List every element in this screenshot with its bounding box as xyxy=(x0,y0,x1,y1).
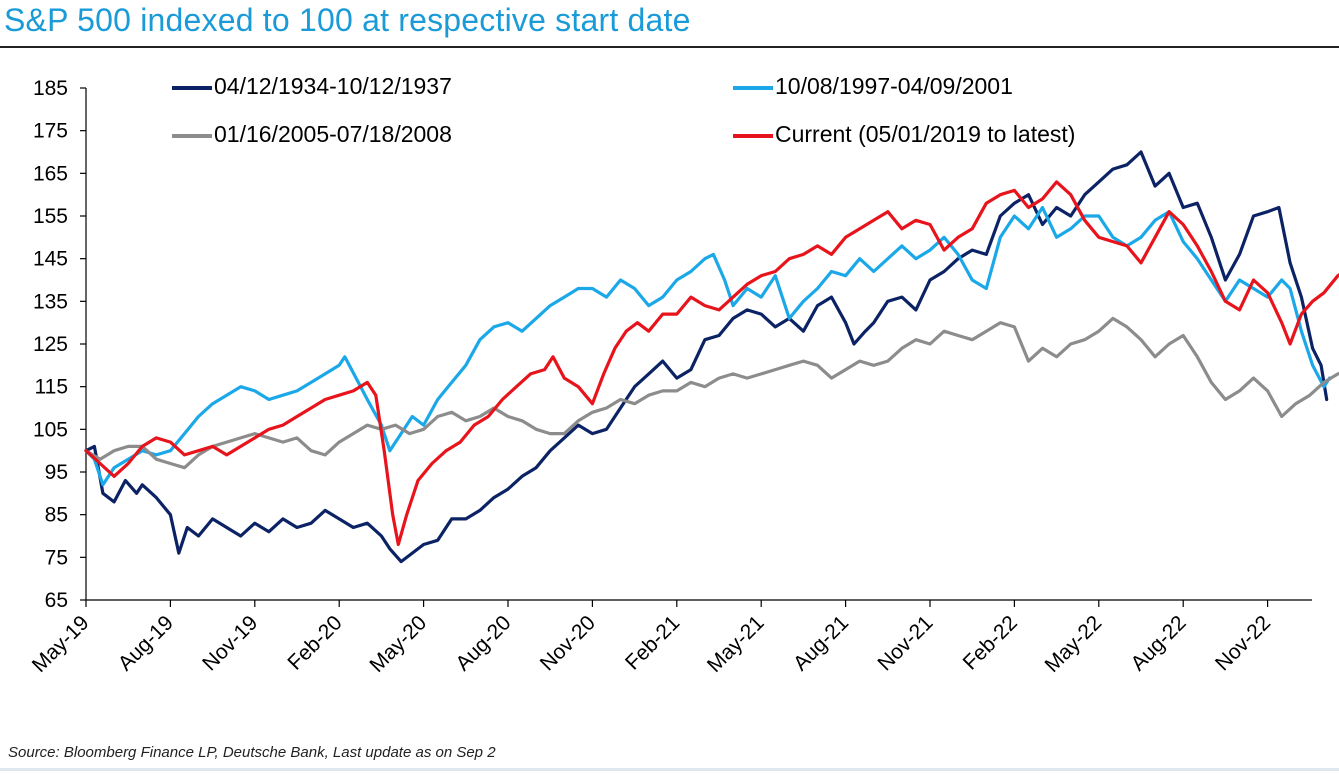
x-tick-label: Aug-19 xyxy=(114,611,178,675)
x-tick-label: Nov-19 xyxy=(198,611,262,675)
legend-label-4: Current (05/01/2019 to latest) xyxy=(775,121,1075,147)
x-tick-label: Feb-22 xyxy=(959,611,1022,674)
x-tick-label: May-22 xyxy=(1041,611,1107,677)
y-tick-label: 85 xyxy=(45,504,68,527)
series-line-1 xyxy=(84,150,1329,564)
series-line-2 xyxy=(84,205,1332,487)
chart-title: S&P 500 indexed to 100 at respective sta… xyxy=(4,2,691,38)
title-rule xyxy=(0,46,1339,48)
x-tick-label: Feb-20 xyxy=(283,611,346,674)
bottom-rule xyxy=(0,768,1339,771)
series-line-3 xyxy=(84,316,1339,470)
legend-label-3: 01/16/2005-07/18/2008 xyxy=(214,121,452,147)
x-tick-label: Aug-20 xyxy=(451,611,515,675)
line-chart: 65 75 85 95 105 115 125 135 145 155 165 175 185 May-1… xyxy=(28,73,1339,677)
y-tick-label: 185 xyxy=(33,77,68,100)
y-tick-label: 175 xyxy=(33,120,68,143)
x-tick-label: May-19 xyxy=(28,611,94,677)
y-tick-label: 155 xyxy=(33,205,68,228)
source-note: Source: Bloomberg Finance LP, Deutsche B… xyxy=(8,744,496,761)
y-tick-label: 115 xyxy=(35,376,68,399)
y-tick-label: 105 xyxy=(33,418,68,441)
x-tick-label: Aug-21 xyxy=(789,611,853,675)
x-tick-label: Nov-21 xyxy=(873,611,937,675)
series-line-4 xyxy=(84,180,1339,547)
x-tick-label: May-20 xyxy=(365,611,431,677)
x-tick-label: May-21 xyxy=(703,611,769,677)
x-tick-label: Nov-20 xyxy=(536,611,600,675)
legend-label-1: 04/12/1934-10/12/1937 xyxy=(214,73,452,99)
y-tick-label: 165 xyxy=(33,162,68,185)
x-tick-label: Nov-22 xyxy=(1211,611,1275,675)
legend-label-2: 10/08/1997-04/09/2001 xyxy=(775,73,1013,99)
x-tick-label: Aug-22 xyxy=(1127,611,1191,675)
y-tick-label: 135 xyxy=(33,290,68,313)
x-tick-label: Feb-21 xyxy=(621,611,684,674)
y-tick-label: 95 xyxy=(45,461,68,484)
y-tick-label: 75 xyxy=(45,546,68,569)
y-tick-label: 125 xyxy=(33,333,68,356)
y-tick-label: 145 xyxy=(33,248,68,271)
y-tick-label: 65 xyxy=(45,589,68,612)
